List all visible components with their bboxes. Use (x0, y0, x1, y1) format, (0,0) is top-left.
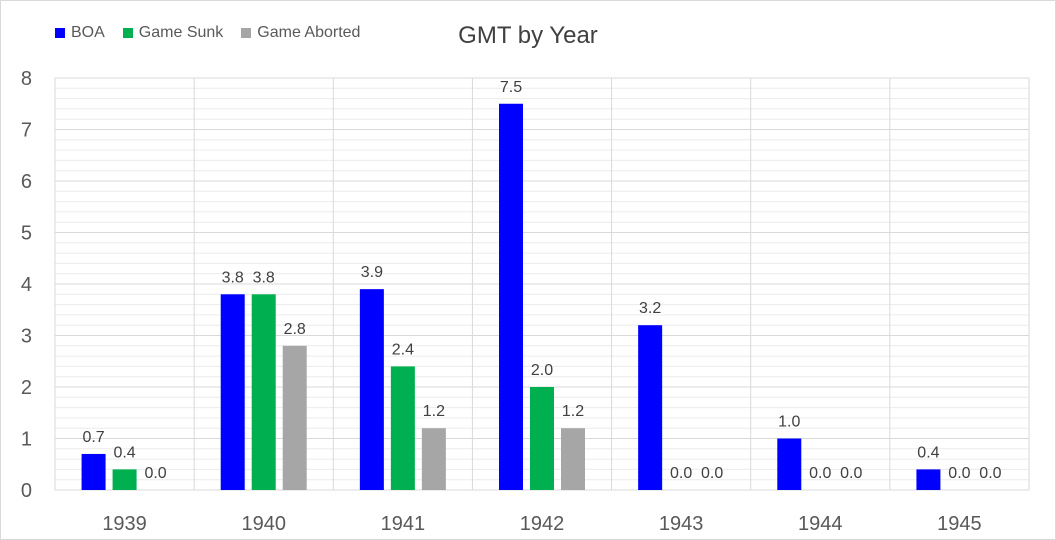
data-label: 3.8 (222, 269, 244, 286)
bar-boa (638, 325, 663, 490)
data-label: 0.0 (840, 465, 862, 482)
data-label: 2.8 (284, 321, 306, 338)
data-label: 3.8 (253, 269, 275, 286)
y-tick-label: 2 (21, 377, 32, 399)
bar-boa (81, 453, 106, 490)
legend-label-boa: BOA (71, 24, 105, 41)
bar-game-sunk (112, 469, 137, 490)
x-tick-label: 1942 (520, 513, 565, 535)
y-tick-label: 7 (21, 120, 32, 142)
bars (81, 103, 941, 490)
y-tick-label: 8 (21, 68, 32, 90)
legend: BOA Game Sunk Game Aborted (55, 24, 360, 42)
y-tick-label: 4 (21, 274, 32, 296)
data-label: 0.0 (670, 465, 692, 482)
legend-swatch-game-sunk (122, 28, 133, 38)
legend-item-game-sunk: Game Sunk (122, 24, 224, 42)
bar-game-aborted (421, 428, 446, 490)
chart-title: GMT by Year (458, 22, 598, 49)
y-tick-label: 1 (21, 429, 32, 451)
bar-boa (499, 103, 523, 490)
data-label: 0.0 (144, 465, 166, 482)
data-label: 7.5 (500, 79, 522, 96)
data-label: 0.0 (809, 465, 831, 482)
x-tick-label: 1939 (102, 513, 147, 535)
y-tick-label: 5 (21, 223, 32, 245)
data-label: 1.0 (778, 414, 800, 431)
bar-game-aborted (561, 428, 585, 490)
data-label: 0.0 (979, 465, 1001, 482)
x-tick-label: 1943 (659, 513, 704, 535)
legend-item-game-aborted: Game Aborted (241, 24, 360, 42)
x-tick-label: 1940 (241, 513, 286, 535)
legend-label-game-aborted: Game Aborted (257, 24, 361, 41)
bar-game-sunk (530, 387, 554, 490)
legend-item-boa: BOA (55, 24, 105, 42)
x-tick-label: 1944 (798, 513, 843, 535)
data-label: 0.7 (82, 429, 104, 446)
data-label: 2.4 (392, 341, 414, 358)
y-tick-label: 3 (21, 326, 32, 348)
data-label: 0.0 (948, 465, 970, 482)
bar-boa (916, 469, 941, 490)
bar-game-aborted (282, 345, 307, 490)
legend-swatch-game-aborted (241, 28, 252, 38)
data-labels: 0.7 3.8 3.9 7.5 3.2 1.0 0.4 0.4 3.8 2.4 2.0 0.0 0.0 0… (82, 79, 1001, 482)
data-label: 0.0 (701, 465, 723, 482)
y-tick-label: 0 (21, 480, 32, 502)
bar-game-sunk (251, 294, 276, 490)
legend-label-game-sunk: Game Sunk (138, 24, 224, 41)
data-label: 1.2 (423, 403, 445, 420)
data-label: 3.9 (361, 264, 383, 281)
bar-boa (220, 294, 245, 490)
data-label: 2.0 (531, 362, 553, 379)
data-label: 1.2 (562, 403, 584, 420)
axes: 0 1 2 3 4 5 6 7 8 1939 1940 1941 1942 1943 1944 1945 (21, 68, 982, 535)
data-label: 3.2 (639, 300, 661, 317)
bar-boa (359, 289, 384, 490)
x-tick-label: 1941 (381, 513, 426, 535)
bar-boa (777, 438, 802, 490)
y-tick-label: 6 (21, 171, 32, 193)
bar-game-sunk (390, 366, 415, 490)
legend-swatch-boa (55, 28, 65, 38)
x-tick-label: 1945 (937, 513, 982, 535)
data-label: 0.4 (113, 444, 135, 461)
data-label: 0.4 (917, 444, 939, 461)
